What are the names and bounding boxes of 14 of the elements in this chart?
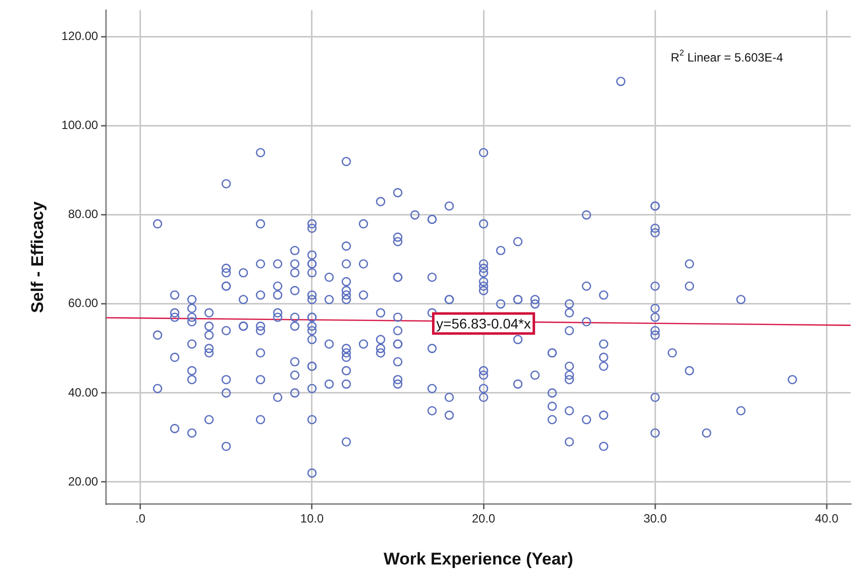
y-axis-title: Self - Efficacy xyxy=(28,200,47,313)
y-tick-label: 120.00 xyxy=(61,29,98,44)
y-tick-label: 20.00 xyxy=(68,474,98,488)
x-axis-title: Work Experience (Year) xyxy=(384,549,574,568)
x-tick-label: 40.0 xyxy=(815,512,839,526)
annotation: y=56.83-0.04*x xyxy=(436,315,531,332)
x-tick-label: 20.0 xyxy=(472,512,496,526)
y-tick-label: 40.00 xyxy=(68,385,98,400)
x-tick-label: 10.0 xyxy=(300,512,324,526)
x-tick-label: 30.0 xyxy=(643,512,668,526)
y-tick-label: 60.00 xyxy=(68,296,98,310)
y-tick-label: 80.00 xyxy=(68,207,98,222)
y-tick-label: 100.00 xyxy=(61,118,98,132)
x-tick-label: .0 xyxy=(135,512,146,526)
